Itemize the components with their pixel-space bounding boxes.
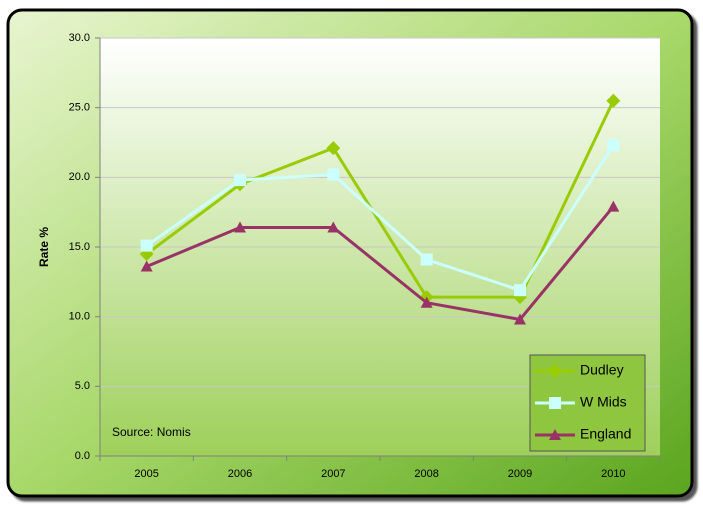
legend-marker [549, 429, 561, 440]
data-point [327, 168, 340, 181]
y-axis-label: Rate % [37, 227, 51, 267]
y-tick-label: 5.0 [75, 380, 90, 392]
data-point [327, 221, 340, 233]
legend-label: England [580, 426, 631, 442]
x-tick-label: 2007 [321, 468, 345, 480]
legend-marker [549, 397, 561, 409]
data-point [234, 221, 246, 233]
x-tick-label: 2009 [508, 468, 532, 480]
x-tick-label: 2008 [414, 468, 438, 480]
series-line [146, 205, 615, 322]
y-tick-label: 30.0 [69, 32, 90, 44]
data-point [140, 239, 153, 252]
data-point [607, 200, 620, 212]
data-point [420, 253, 433, 266]
data-point [607, 139, 620, 152]
y-tick-label: 15.0 [69, 241, 90, 253]
data-point [326, 141, 341, 156]
legend-label: W Mids [580, 394, 627, 410]
x-tick-label: 2006 [228, 468, 252, 480]
legend-label: Dudley [580, 362, 624, 378]
data-point [140, 260, 153, 272]
y-tick-label: 0.0 [75, 450, 90, 462]
x-tick-label: 2005 [134, 468, 158, 480]
data-point [606, 93, 621, 108]
data-point [514, 284, 526, 297]
y-tick-label: 10.0 [69, 311, 90, 323]
series-line [145, 144, 615, 292]
data-point [234, 174, 246, 187]
y-tick-label: 20.0 [69, 171, 90, 183]
legend-marker [548, 364, 562, 378]
x-tick-label: 2010 [601, 468, 625, 480]
y-tick-label: 25.0 [69, 102, 90, 114]
data-point [420, 296, 433, 308]
data-point [514, 313, 526, 325]
annotation: Source: Nomis [112, 425, 191, 439]
